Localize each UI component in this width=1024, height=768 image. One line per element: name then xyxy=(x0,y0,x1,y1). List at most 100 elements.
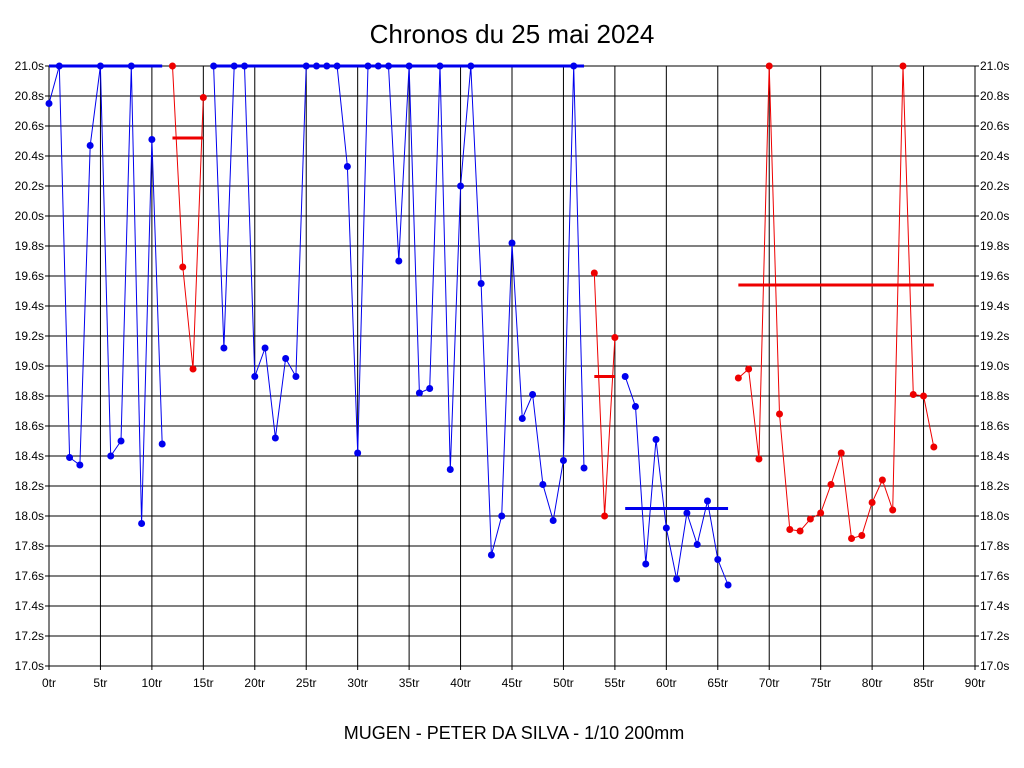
data-point xyxy=(189,365,197,373)
data-point xyxy=(148,136,156,143)
data-point xyxy=(446,466,454,473)
data-point xyxy=(86,142,94,149)
x-tick-label: 15tr xyxy=(193,676,214,690)
x-tick-label: 35tr xyxy=(399,676,420,690)
y-tick-label-left: 18.0s xyxy=(15,509,44,523)
x-tick-label: 50tr xyxy=(553,676,574,690)
y-tick-label-right: 20.2s xyxy=(980,179,1009,193)
data-point xyxy=(364,62,372,70)
data-point xyxy=(292,373,300,380)
y-tick-label-right: 21.0s xyxy=(980,59,1009,73)
data-point xyxy=(662,524,670,532)
y-tick-label-left: 17.8s xyxy=(15,539,44,553)
data-point xyxy=(436,62,444,70)
data-point xyxy=(45,100,53,107)
data-point xyxy=(518,415,526,422)
data-point xyxy=(909,391,917,398)
data-point xyxy=(55,62,63,70)
axes: 17.0s 17.0s 17.2s 17.2s 17.4s 17.4s 17.6s 17.6s… xyxy=(15,59,1010,690)
data-point xyxy=(796,527,804,535)
data-point xyxy=(385,62,393,70)
chart-title: Chronos du 25 mai 2024 xyxy=(370,19,655,49)
series-group xyxy=(210,62,588,559)
y-tick-label-left: 18.6s xyxy=(15,419,44,433)
y-tick-label-right: 19.8s xyxy=(980,239,1009,253)
y-tick-label-right: 17.2s xyxy=(980,629,1009,643)
x-tick-label: 45tr xyxy=(502,676,523,690)
data-point xyxy=(868,499,876,506)
data-point xyxy=(703,497,711,505)
series-group xyxy=(590,269,619,520)
data-point xyxy=(724,581,732,589)
series-line xyxy=(738,65,935,540)
x-tick-label: 65tr xyxy=(707,676,728,690)
y-tick-label-left: 19.6s xyxy=(15,269,44,283)
data-point xyxy=(138,520,146,527)
data-point xyxy=(920,392,928,400)
y-tick-label-right: 19.0s xyxy=(980,359,1009,373)
data-point xyxy=(827,481,835,488)
series-line xyxy=(172,65,204,370)
y-tick-label-left: 17.4s xyxy=(15,599,44,613)
data-point xyxy=(848,535,856,542)
data-point xyxy=(570,62,578,70)
x-tick-label: 20tr xyxy=(244,676,265,690)
data-point xyxy=(642,560,650,568)
y-tick-label-left: 18.2s xyxy=(15,479,44,493)
data-point xyxy=(323,62,331,70)
data-point xyxy=(405,62,413,70)
data-point xyxy=(76,461,84,469)
data-point xyxy=(631,403,639,410)
y-tick-label-left: 18.4s xyxy=(15,449,44,463)
data-point xyxy=(343,163,351,170)
data-point xyxy=(179,263,187,271)
x-tick-label: 60tr xyxy=(656,676,677,690)
data-point xyxy=(333,62,341,70)
data-point xyxy=(498,512,506,520)
series-group xyxy=(621,373,732,589)
data-point xyxy=(107,452,115,460)
x-tick-label: 90tr xyxy=(965,676,986,690)
series-line xyxy=(48,65,163,524)
y-tick-label-left: 21.0s xyxy=(15,59,44,73)
y-tick-label-right: 18.4s xyxy=(980,449,1009,463)
y-tick-label-left: 19.4s xyxy=(15,299,44,313)
y-tick-label-left: 19.2s xyxy=(15,329,44,343)
data-point xyxy=(508,239,516,247)
data-point xyxy=(354,449,362,457)
y-tick-label-right: 20.8s xyxy=(980,89,1009,103)
data-point xyxy=(837,449,845,457)
y-tick-label-right: 20.4s xyxy=(980,149,1009,163)
data-point xyxy=(230,62,238,70)
y-tick-label-left: 19.8s xyxy=(15,239,44,253)
y-tick-label-right: 17.4s xyxy=(980,599,1009,613)
y-tick-label-left: 20.4s xyxy=(15,149,44,163)
x-tick-label: 40tr xyxy=(450,676,471,690)
grid xyxy=(48,65,976,667)
x-tick-label: 70tr xyxy=(759,676,780,690)
data-point xyxy=(539,481,547,488)
y-tick-label-right: 19.6s xyxy=(980,269,1009,283)
data-point xyxy=(899,62,907,70)
data-point xyxy=(66,454,74,461)
data-point xyxy=(251,373,259,380)
x-tick-label: 0tr xyxy=(42,676,56,690)
data-point xyxy=(673,575,681,583)
data-point xyxy=(395,257,403,265)
x-tick-label: 5tr xyxy=(93,676,107,690)
data-point xyxy=(282,355,290,362)
chart-caption: MUGEN - PETER DA SILVA - 1/10 200mm xyxy=(344,723,684,743)
data-point xyxy=(467,62,475,70)
data-point xyxy=(529,391,537,398)
data-point xyxy=(240,62,248,70)
data-point xyxy=(313,62,321,70)
data-point xyxy=(415,389,423,397)
y-tick-label-left: 17.0s xyxy=(15,659,44,673)
data-point xyxy=(889,506,897,514)
y-tick-label-right: 18.6s xyxy=(980,419,1009,433)
data-point xyxy=(817,509,825,517)
y-tick-label-left: 17.2s xyxy=(15,629,44,643)
data-point xyxy=(683,509,691,517)
y-tick-label-right: 17.0s xyxy=(980,659,1009,673)
data-point xyxy=(806,515,814,523)
